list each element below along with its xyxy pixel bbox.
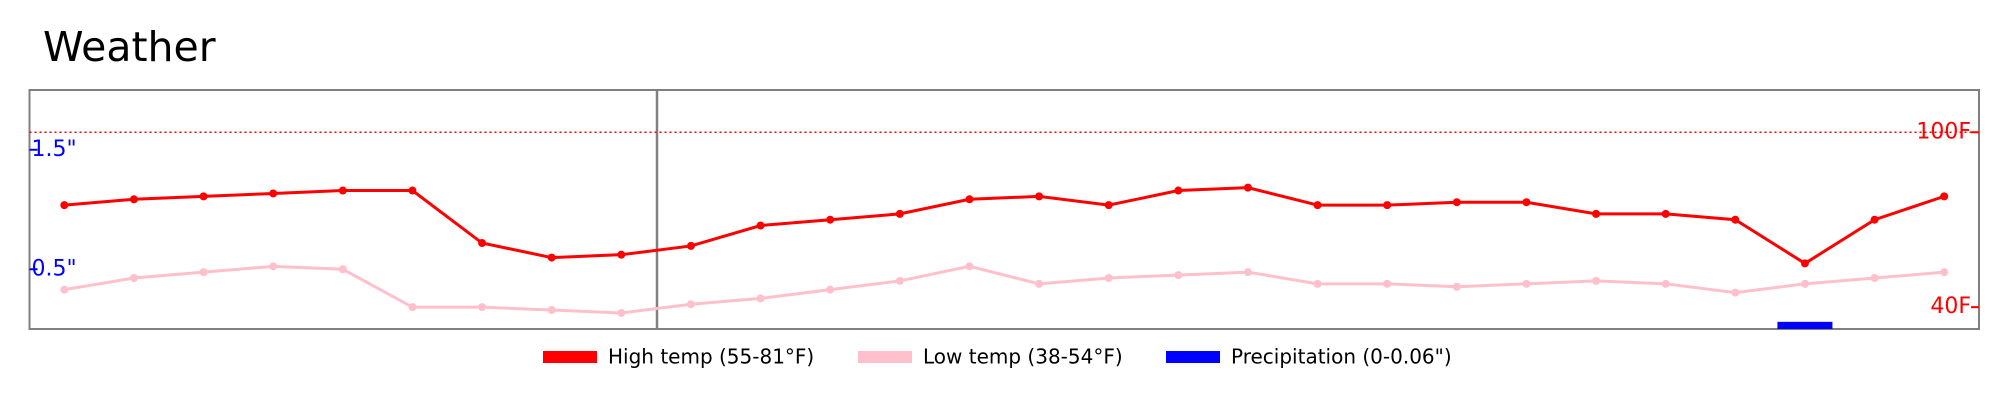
temp-point	[1800, 279, 1809, 288]
temp-point	[1104, 273, 1113, 282]
temp-point	[60, 201, 69, 210]
temp-point	[269, 262, 278, 271]
legend-swatch	[543, 351, 597, 363]
temp-point	[756, 294, 765, 303]
legend-label: Low temp (38-54°F)	[923, 345, 1123, 369]
y2-tick-label: 40F	[1930, 294, 1971, 319]
temp-point	[1243, 268, 1252, 277]
temp-point	[338, 186, 347, 195]
temp-point	[1592, 209, 1601, 218]
temp-point	[895, 276, 904, 285]
temp-point	[617, 250, 626, 259]
temp-point	[1313, 201, 1322, 210]
temp-point	[1383, 201, 1392, 210]
y2-tick-label: 100F	[1916, 119, 1971, 144]
temp-point	[1800, 259, 1809, 268]
temp-point	[1522, 279, 1531, 288]
temp-point	[269, 189, 278, 198]
legend-label: High temp (55-81°F)	[608, 345, 814, 369]
temp-point	[1104, 201, 1113, 210]
temp-point	[686, 300, 695, 309]
temp-point	[1870, 273, 1879, 282]
temp-point	[1731, 288, 1740, 297]
temp-point	[1035, 192, 1044, 201]
temp-point	[129, 273, 138, 282]
temp-point	[826, 215, 835, 224]
temp-point	[1522, 198, 1531, 207]
temp-point	[547, 253, 556, 262]
temp-point	[1452, 282, 1461, 291]
y-tick-label: 0.5"	[32, 256, 77, 281]
y-tick-label: 1.5"	[32, 137, 77, 162]
temp-point	[686, 241, 695, 250]
temp-point	[408, 186, 417, 195]
temp-point	[1661, 209, 1670, 218]
temp-point	[1870, 215, 1879, 224]
temp-point	[1174, 186, 1183, 195]
temp-point	[965, 262, 974, 271]
temp-point	[965, 195, 974, 204]
temp-point	[478, 239, 487, 248]
temp-point	[1243, 183, 1252, 192]
legend-label: Precipitation (0-0.06")	[1231, 345, 1452, 369]
temp-point	[547, 306, 556, 315]
chart-title: Weather	[43, 23, 216, 71]
temp-point	[1452, 198, 1461, 207]
legend-swatch	[858, 351, 912, 363]
legend-swatch	[1166, 351, 1220, 363]
temp-point	[1313, 279, 1322, 288]
temp-point	[199, 268, 208, 277]
temp-point	[756, 221, 765, 230]
temp-point	[60, 285, 69, 294]
temp-point	[1940, 268, 1949, 277]
temp-point	[1035, 279, 1044, 288]
temp-point	[129, 195, 138, 204]
temp-point	[895, 209, 904, 218]
precip-bar	[1777, 321, 1833, 329]
temp-point	[478, 303, 487, 312]
temp-point	[1731, 215, 1740, 224]
plot-frame	[28, 89, 1980, 330]
temp-point	[1661, 279, 1670, 288]
temp-line	[64, 186, 1945, 266]
temp-line	[64, 264, 1945, 315]
temp-point	[1592, 276, 1601, 285]
temp-point	[1940, 192, 1949, 201]
temp-point	[338, 265, 347, 274]
temp-point	[1174, 271, 1183, 280]
temp-point	[199, 192, 208, 201]
temp-point	[617, 308, 626, 317]
temp-point	[826, 285, 835, 294]
temp-point	[408, 303, 417, 312]
temp-point	[1383, 279, 1392, 288]
